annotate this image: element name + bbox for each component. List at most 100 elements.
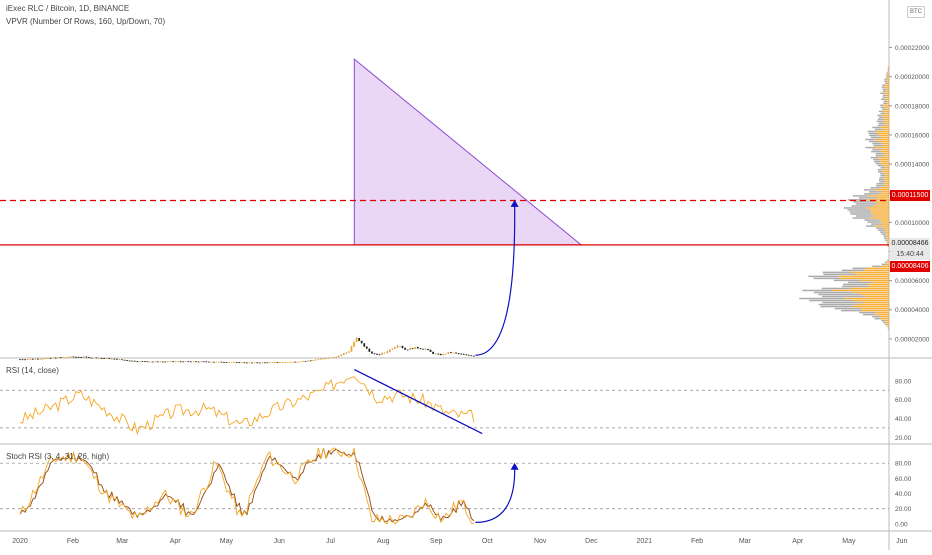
time-tick-label: Feb [67,538,79,545]
rsi-legend[interactable]: RSI (14, close) [6,366,59,375]
vpvr-bar-up [877,197,889,199]
vpvr-bar-up [850,272,889,274]
candle-body [172,361,174,362]
candle-body [142,361,144,362]
candle-body [455,353,457,354]
vpvr-bar-up [882,111,889,113]
vpvr-bar-down [821,306,852,308]
vpvr-bar-down [879,179,884,181]
stoch-arrowhead [511,463,519,470]
candle-body [218,362,220,363]
candle-body [432,352,434,354]
rsi-tick-label: 80.00 [895,378,912,385]
vpvr-bar-down [853,217,870,219]
candle-body [57,357,59,358]
candle-body [468,355,470,356]
vpvr-bar-down [887,326,888,328]
vpvr-bar-down [876,185,884,187]
vpvr-bar-up [881,163,889,165]
candle-body [287,362,289,363]
vpvr-bar-down [885,82,888,84]
stoch-legend[interactable]: Stoch RSI (3, 4, 31, 26, high) [6,452,109,461]
vpvr-bar-up [883,165,889,167]
candle-body [62,357,64,358]
vpvr-bar-up [886,264,889,266]
vpvr-bar-down [872,266,881,268]
vpvr-bar-up [881,316,889,318]
vpvr-bar-down [876,183,883,185]
vpvr-bar-up [888,82,889,84]
vpvr-bar-down [802,290,833,292]
vpvr-bar-down [878,171,882,173]
vpvr-bar-down [888,70,889,72]
candle-body [320,359,322,360]
vpvr-bar-up [886,324,889,326]
vpvr-bar-up [884,183,889,185]
time-tick-label: 2021 [636,538,652,545]
vpvr-bar-down [869,141,879,143]
vpvr-bar-up [884,107,889,109]
vpvr-bar-down [879,117,884,119]
vpvr-bar-down [881,233,885,235]
currency-badge[interactable]: BTC [907,6,925,18]
vpvr-bar-down [819,304,856,306]
time-tick-label: May [842,538,856,545]
vpvr-histogram [799,66,889,329]
vpvr-bar-up [851,306,889,308]
candle-body [430,350,432,352]
candle-body [75,357,77,358]
candle-body [19,359,21,360]
vpvr-bar-up [885,231,889,233]
candle-body [40,359,42,360]
vpvr-bar-up [877,133,889,135]
resistance-price-tag: 0.00011500 [890,190,930,201]
candle-body [139,361,141,362]
candle-body [402,346,404,348]
candle-body [379,354,381,355]
candle-body [346,352,348,353]
candle-body [203,361,205,362]
vpvr-bar-down [822,288,851,290]
candle-body [121,359,123,360]
vpvr-bar-up [888,326,889,328]
candle-body [101,358,103,359]
candle-body [425,349,427,350]
vpvr-bar-down [865,139,874,141]
vpvr-bar-down [818,294,861,296]
stoch-tick-label: 40.00 [895,491,912,498]
time-tick-label: Jun [274,538,285,545]
candle-body [419,348,421,349]
price-tick-label: 0.00014000 [895,162,930,169]
candle-body [65,357,67,358]
vpvr-bar-up [861,310,889,312]
candle-body [259,363,261,364]
vpvr-bar-down [842,270,864,272]
candle-body [27,359,29,360]
vpvr-bar-down [886,76,888,78]
candle-body [116,359,118,360]
candle-body [233,362,235,363]
vpvr-bar-down [882,264,886,266]
vpvr-bar-up [887,235,889,237]
vpvr-bar-down [884,237,886,239]
vpvr-bar-up [887,80,889,82]
time-tick-label: Jun [896,538,907,545]
stoch-tick-label: 20.00 [895,506,912,513]
candle-body [167,361,169,362]
vpvr-bar-up [887,72,889,74]
vpvr-legend[interactable]: VPVR (Number Of Rows, 160, Up/Down, 70) [6,17,165,26]
candle-body [73,357,75,358]
vpvr-bar-down [876,155,884,157]
vpvr-bar-up [880,151,889,153]
price-tick-label: 0.00018000 [895,103,930,110]
vpvr-bar-down [879,111,883,113]
candle-body [182,362,184,363]
candle-body [391,349,393,350]
vpvr-bar-up [861,294,889,296]
time-tick-label: Apr [170,538,182,545]
vpvr-bar-down [880,175,885,177]
vpvr-bar-up [857,274,889,276]
vpvr-bar-up [838,276,889,278]
vpvr-bar-down [799,298,844,300]
